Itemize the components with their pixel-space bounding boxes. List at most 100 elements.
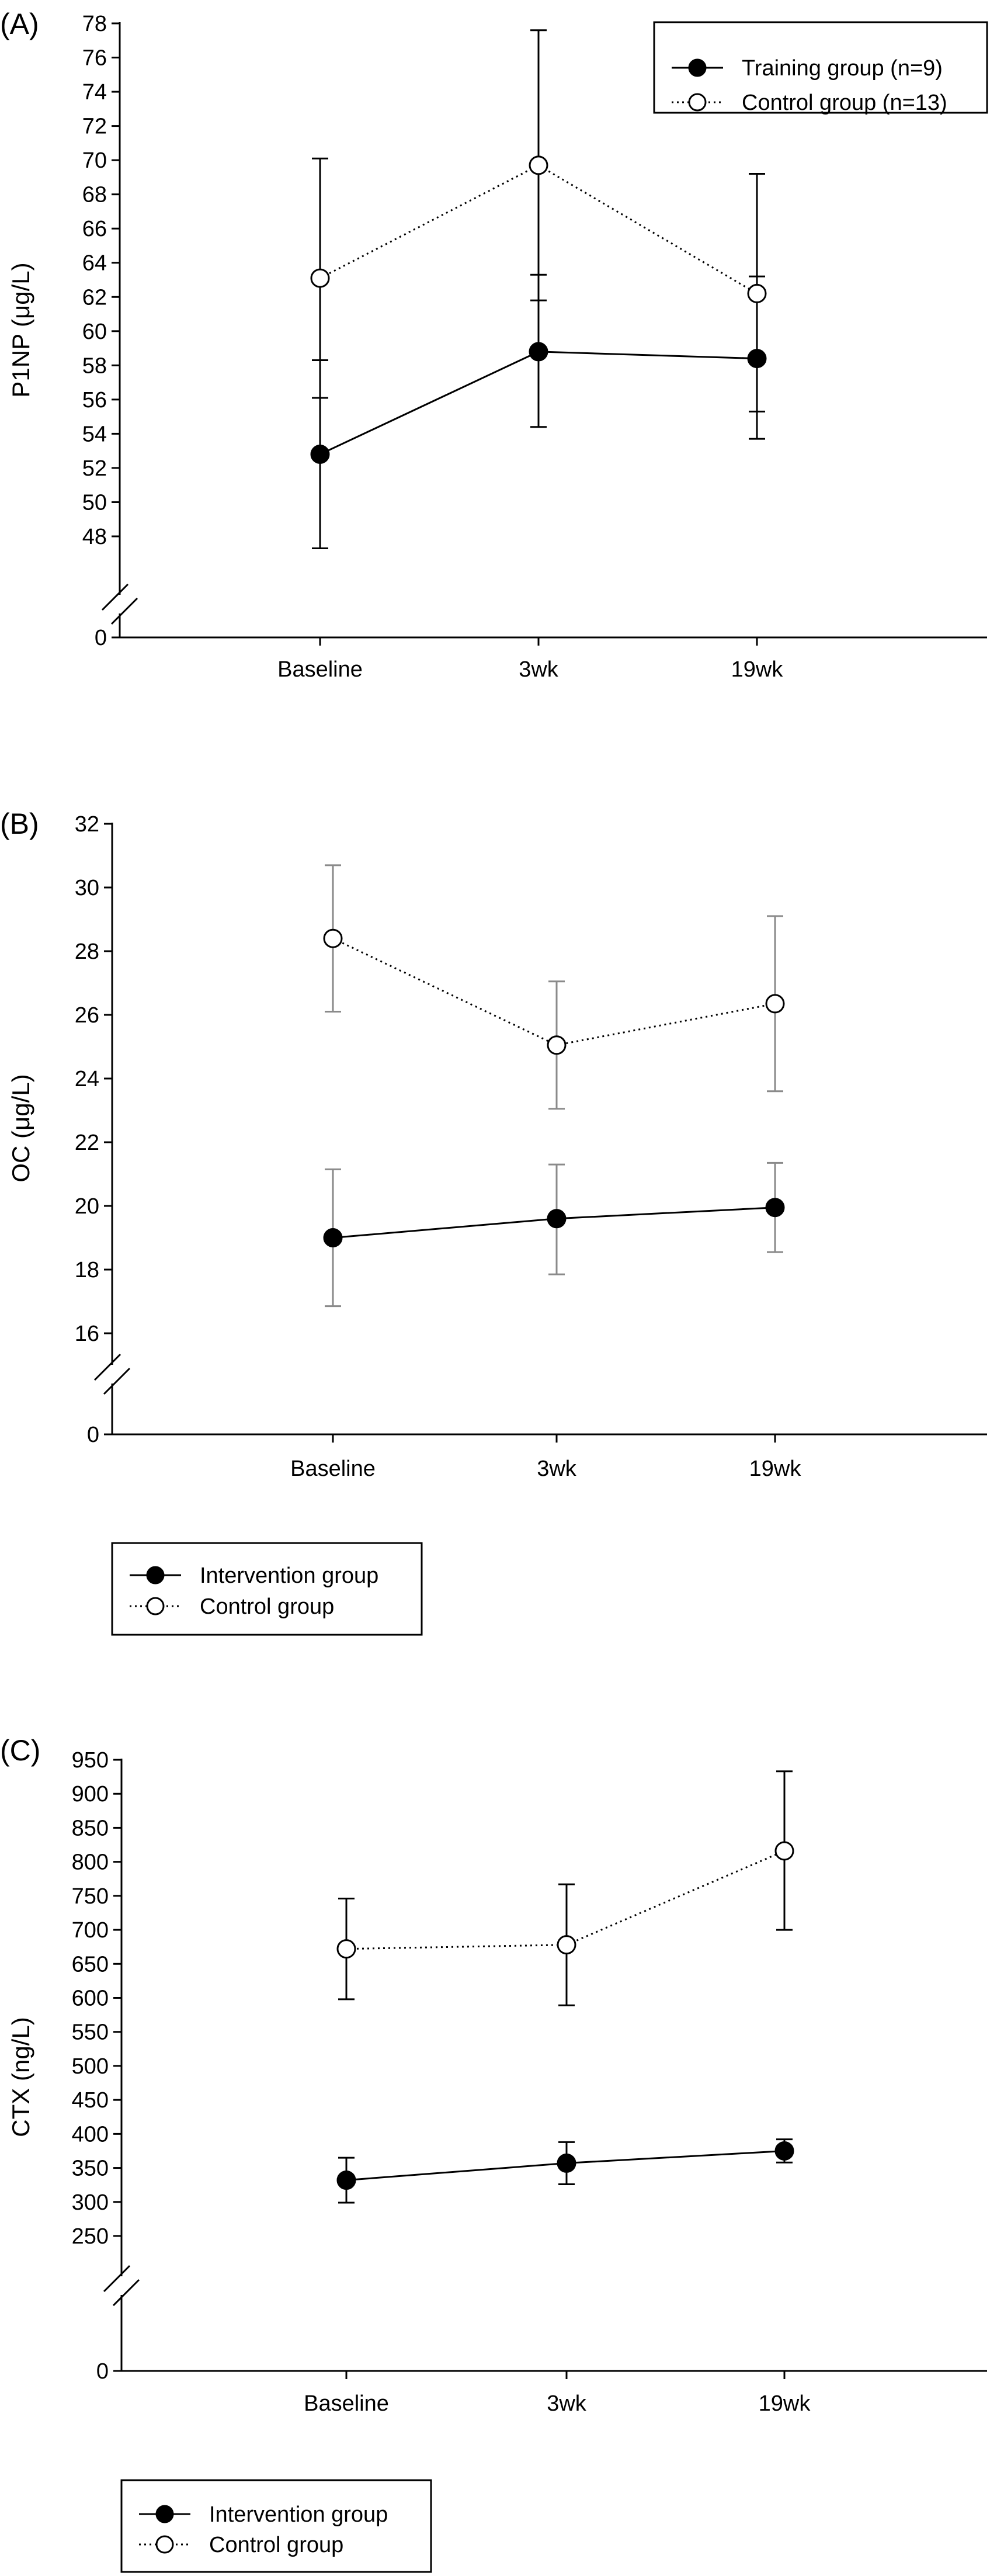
axis-break-mark xyxy=(110,597,138,625)
y-tick-label: 68 xyxy=(82,183,107,207)
axis-break-mark xyxy=(93,1353,121,1381)
y-tick-label: 58 xyxy=(82,353,107,378)
y-tick-label: 800 xyxy=(72,1850,109,1875)
legend-marker xyxy=(688,58,707,77)
y-tick-label: 28 xyxy=(75,939,99,964)
axis-break-mark xyxy=(101,583,129,611)
y-tick-label: 66 xyxy=(82,217,107,241)
legend-box xyxy=(120,2479,432,2573)
y-tick-label: 76 xyxy=(82,46,107,71)
y-tick-label: 54 xyxy=(82,422,107,446)
y-tick-label: 24 xyxy=(75,1067,99,1091)
y-tick-label: 750 xyxy=(72,1884,109,1909)
series-open xyxy=(310,29,767,412)
series-filled xyxy=(323,1162,785,1308)
y-tick-label: 52 xyxy=(82,456,107,481)
y-tick-label: 650 xyxy=(72,1952,109,1977)
y-tick-label: 0 xyxy=(87,1423,99,1447)
data-point xyxy=(529,155,548,175)
data-point xyxy=(323,928,343,948)
series-open xyxy=(336,1770,794,2006)
x-tick-label: 19wk xyxy=(731,657,784,682)
panel-label: (C) xyxy=(0,1734,40,1767)
y-tick-label: 26 xyxy=(75,1003,99,1028)
x-tick-label: 19wk xyxy=(749,1457,802,1481)
series-line xyxy=(332,937,776,1046)
data-point xyxy=(765,994,785,1014)
y-tick-label: 70 xyxy=(82,148,107,173)
y-axis-label: OC (μg/L) xyxy=(7,1074,34,1182)
y-tick-label: 50 xyxy=(82,490,107,515)
legend-marker xyxy=(146,1597,165,1615)
data-point xyxy=(310,445,330,464)
data-point xyxy=(557,2153,576,2173)
series-filled xyxy=(310,273,767,549)
legend-marker xyxy=(688,93,707,112)
legend: Intervention group Control group xyxy=(111,1542,423,1636)
legend-box xyxy=(111,1542,423,1636)
data-point xyxy=(747,283,767,303)
y-tick-label: 62 xyxy=(82,285,107,310)
data-point xyxy=(336,1939,356,1959)
y-tick-label: 850 xyxy=(72,1816,109,1840)
x-tick-label: 3wk xyxy=(519,657,559,682)
y-tick-label: 450 xyxy=(72,2088,109,2113)
y-tick-label: 60 xyxy=(82,320,107,344)
y-tick-label: 0 xyxy=(95,626,107,650)
y-tick-label: 0 xyxy=(96,2359,109,2384)
axis-break-mark xyxy=(103,1367,131,1395)
series-filled xyxy=(336,2138,794,2204)
y-tick-label: 22 xyxy=(75,1131,99,1155)
legend: Training group (n=9) Control group (n=13) xyxy=(653,21,988,115)
y-tick-label: 550 xyxy=(72,2020,109,2045)
y-tick-label: 400 xyxy=(72,2122,109,2147)
legend-label: Control group xyxy=(209,2533,343,2557)
legend-label: Training group (n=9) xyxy=(742,56,943,81)
y-tick-label: 72 xyxy=(82,115,107,139)
x-tick-label: Baseline xyxy=(277,657,363,682)
legend-label: Intervention group xyxy=(200,1563,378,1588)
axis-break-gap xyxy=(119,2276,124,2295)
data-point xyxy=(336,2171,356,2190)
x-tick-label: Baseline xyxy=(290,1457,376,1481)
y-tick-label: 32 xyxy=(75,812,99,837)
data-point xyxy=(774,1841,794,1861)
x-tick-label: 3wk xyxy=(537,1457,577,1481)
series-line xyxy=(346,1850,785,1950)
chart-panel-b: 0 16 18 20 22 24 26 28 30 32 Baseline 3wk 19wk OC (μg… xyxy=(0,807,987,1636)
data-point xyxy=(547,1035,567,1055)
chart-panel-a: 0 48 50 52 54 56 58 60 62 64 66 68 70 72 74 76 78 Baselin… xyxy=(0,8,988,682)
legend: Intervention group Control group xyxy=(120,2479,432,2573)
axis-break-mark xyxy=(112,2279,140,2307)
y-tick-label: 350 xyxy=(72,2157,109,2181)
y-tick-label: 900 xyxy=(72,1782,109,1807)
data-point xyxy=(323,1228,343,1247)
series-open xyxy=(323,864,785,1110)
data-point xyxy=(547,1209,567,1229)
legend-marker xyxy=(146,1566,165,1585)
axis-break-mark xyxy=(103,2265,131,2293)
x-tick-label: 3wk xyxy=(547,2391,587,2416)
y-axis-label: P1NP (μg/L) xyxy=(7,262,34,397)
y-tick-label: 300 xyxy=(72,2190,109,2215)
data-point xyxy=(529,342,548,362)
y-axis-label: CTX (ng/L) xyxy=(7,2017,34,2137)
y-tick-label: 78 xyxy=(82,12,107,36)
y-tick-label: 500 xyxy=(72,2054,109,2079)
y-tick-label: 600 xyxy=(72,1986,109,2011)
y-tick-label: 64 xyxy=(82,251,107,276)
x-tick-label: 19wk xyxy=(759,2391,811,2416)
x-tick-label: Baseline xyxy=(304,2391,389,2416)
axis-break-gap xyxy=(110,1365,114,1384)
data-point xyxy=(765,1198,785,1218)
y-tick-label: 16 xyxy=(75,1322,99,1346)
y-tick-label: 74 xyxy=(82,80,107,105)
data-point xyxy=(774,2141,794,2161)
panel-label: (B) xyxy=(0,807,39,840)
y-tick-label: 250 xyxy=(72,2224,109,2249)
legend-marker xyxy=(155,2505,174,2523)
y-tick-label: 20 xyxy=(75,1194,99,1219)
y-tick-label: 950 xyxy=(72,1748,109,1773)
y-tick-label: 700 xyxy=(72,1918,109,1943)
